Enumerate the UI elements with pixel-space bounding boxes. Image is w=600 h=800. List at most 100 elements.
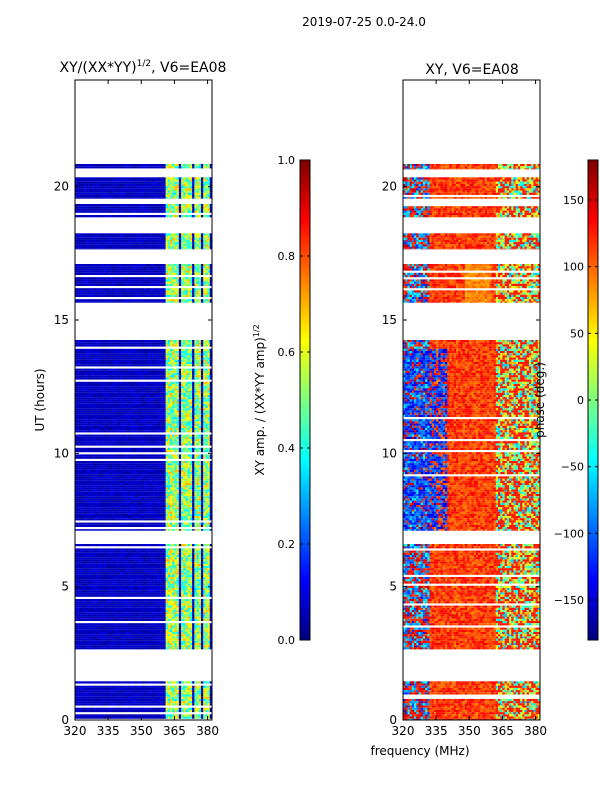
heat-cell	[83, 645, 87, 648]
heat-cell	[172, 645, 175, 648]
heat-cell	[99, 696, 102, 699]
heat-cell	[94, 643, 98, 646]
heat-cell	[176, 570, 180, 573]
heat-cell	[178, 701, 182, 704]
heat-cell	[103, 570, 107, 573]
heat-cell	[116, 709, 120, 713]
heat-cell	[90, 592, 94, 595]
heat-cell	[145, 709, 149, 713]
heat-cell	[143, 548, 147, 551]
heat-cell	[121, 548, 125, 551]
heat-cell	[172, 570, 175, 573]
heat-cell	[198, 557, 202, 560]
heat-cell	[172, 636, 175, 639]
heat-cell	[158, 636, 162, 639]
heat-cell	[187, 555, 191, 558]
heat-cell	[134, 707, 138, 710]
heat-cell	[198, 701, 202, 704]
heat-cell	[196, 629, 200, 632]
heat-cell	[163, 550, 166, 553]
heat-cell	[154, 603, 158, 606]
heat-cell	[172, 618, 175, 621]
heat-cell	[123, 638, 127, 641]
heat-cell	[198, 640, 202, 643]
heat-cell	[136, 557, 140, 560]
heat-cell	[165, 563, 169, 566]
heat-cell	[139, 701, 142, 704]
heat-cell	[105, 714, 109, 717]
heat-cell	[187, 610, 191, 613]
heat-cell	[101, 614, 105, 617]
heat-cell	[75, 627, 78, 630]
heat-cell	[121, 629, 125, 632]
heat-cell	[128, 714, 131, 717]
heat-cell	[143, 552, 147, 555]
heat-cell	[178, 581, 182, 584]
heat-cell	[187, 548, 191, 551]
heat-cell	[79, 698, 83, 702]
heat-cell	[196, 707, 200, 710]
heat-cell	[79, 716, 83, 719]
heat-cell	[112, 709, 116, 713]
heat-cell	[75, 572, 78, 575]
heat-cell	[163, 618, 166, 621]
heat-cell	[172, 572, 175, 575]
heat-cell	[108, 696, 111, 699]
heat-cell	[108, 566, 111, 569]
heat-cell	[141, 605, 144, 608]
heat-cell	[196, 548, 200, 551]
heat-cell	[81, 685, 85, 688]
heat-cell	[88, 616, 91, 619]
heat-cell	[132, 694, 136, 697]
heat-cell	[167, 563, 171, 566]
heat-cell	[94, 583, 98, 586]
heat-cell	[200, 610, 204, 613]
heat-cell	[92, 559, 96, 562]
heat-cell	[143, 629, 147, 632]
heat-cell	[194, 640, 197, 643]
heat-cell	[176, 605, 180, 608]
heat-cell	[90, 581, 94, 584]
heat-cell	[112, 594, 116, 597]
heat-cell	[145, 544, 149, 547]
heat-cell	[130, 568, 133, 571]
heat-cell	[108, 599, 111, 602]
heat-cell	[185, 634, 189, 637]
heat-cell	[110, 638, 113, 641]
heat-cell	[114, 636, 118, 639]
heat-cell	[181, 572, 184, 575]
heat-cell	[77, 605, 80, 608]
heat-cell	[103, 685, 107, 688]
heat-cell	[198, 583, 202, 586]
heat-cell	[183, 594, 186, 597]
heat-cell	[136, 581, 140, 584]
heat-cell	[181, 614, 184, 617]
heat-cell	[154, 561, 158, 564]
heat-cell	[103, 614, 107, 617]
heat-cell	[209, 550, 213, 553]
heat-cell	[187, 696, 191, 699]
heat-cell	[187, 590, 191, 593]
heat-cell	[154, 583, 158, 586]
heat-cell	[189, 625, 193, 628]
heat-cell	[178, 605, 182, 608]
heat-cell	[105, 594, 109, 597]
heat-cell	[174, 681, 178, 684]
heat-cell	[154, 640, 158, 643]
heat-cell	[143, 707, 147, 710]
heat-cell	[170, 563, 173, 566]
heat-cell	[154, 643, 158, 646]
heat-cell	[200, 570, 204, 573]
heat-cell	[154, 612, 158, 615]
heat-cell	[77, 550, 80, 553]
heat-cell	[99, 342, 102, 345]
heat-cell	[183, 701, 186, 704]
heat-cell	[150, 550, 153, 553]
heat-cell	[77, 601, 80, 604]
heat-cell	[207, 616, 211, 619]
heat-cell	[187, 625, 191, 628]
heat-cell	[156, 563, 160, 566]
heat-cell	[192, 559, 195, 562]
heat-cell	[203, 636, 206, 639]
heat-cell	[196, 599, 200, 602]
